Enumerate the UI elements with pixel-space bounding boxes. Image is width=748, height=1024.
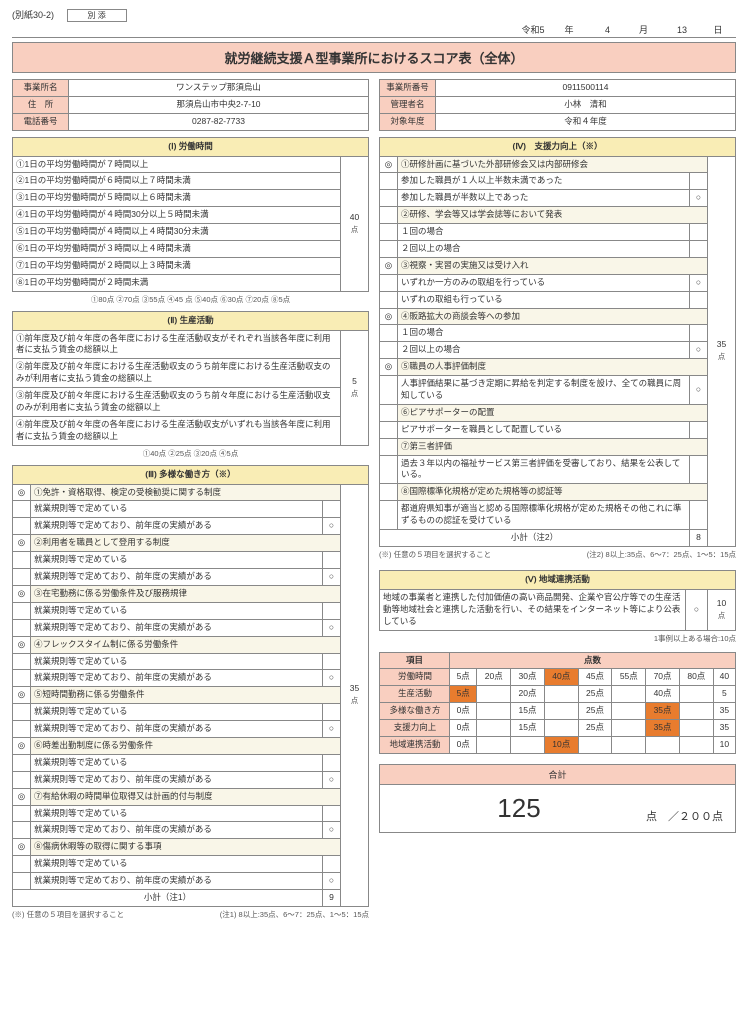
total-box: 合計 125 点 ／２００点 [379,764,736,833]
s4-block-head: ⑥ピアサポーターの配置 [398,404,708,421]
s1-row: ④1日の平均労働時間が４時間30分以上５時間未満 [13,207,341,224]
s2-row: ②前年度及び前々年度における生産活動収支のうち前年度における生産活動収支のみが利… [13,359,341,388]
date-line: 令和5年 4月 13日 [12,23,736,38]
s1-score: 40点 [341,156,369,291]
info-left: 事業所名ワンステップ那須烏山住 所那須烏山市中央2-7-10電話番号0287-8… [12,79,369,131]
section-5: (Ⅴ) 地域連携活動 地域の事業者と連携した付加価値の高い商品開発、企業や官公庁… [379,570,736,631]
grid-row-label: 支援力向上 [380,720,450,737]
section-1: (Ⅰ) 労働時間 ①1日の平均労働時間が７時間以上40点②1日の平均労働時間が６… [12,137,369,292]
s4-block-head: ③視察・実習の実施又は受け入れ [398,257,708,274]
s4-block-head: ④販路拡大の商談会等への参加 [398,308,708,325]
s3-score: 35点 [341,484,369,906]
s2-score: 5点 [341,330,369,445]
info-value: ワンステップ那須烏山 [69,80,369,97]
page-title: 就労継続支援Ａ型事業所におけるスコア表（全体） [12,42,736,73]
form-id: (別紙30-2) [12,10,54,20]
total-value: 125 [392,793,646,824]
info-value: 0911500114 [436,80,736,97]
s4-block-head: ⑤職員の人事評価制度 [398,359,708,376]
s3-group-head: ②利用者を職員として登用する制度 [31,535,341,552]
info-label: 事業所名 [13,80,69,97]
section-3: (Ⅲ) 多様な働き方（※） ◎①免許・資格取得、検定の受検勧奨に関する制度35点… [12,465,369,907]
info-value: 0287-82-7733 [69,113,369,130]
info-label: 対象年度 [380,113,436,130]
s1-key: ①80点 ②70点 ③55点 ④45 点 ⑤40点 ⑥30点 ⑦20点 ⑧5点 [12,294,369,305]
info-value: 令和４年度 [436,113,736,130]
s3-group-head: ⑤短時間勤務に係る労働条件 [31,687,341,704]
info-label: 管理者名 [380,96,436,113]
s3-group-head: ⑦有給休暇の時間単位取得又は計画的付与制度 [31,788,341,805]
stamp: 別 添 [67,9,127,22]
header-row: (別紙30-2) 別 添 [12,8,736,21]
s3-note: (※) 任意の５項目を選択すること (注1) 8以上:35点、6～7：25点、1… [12,909,369,920]
section-4: (Ⅳ) 支援力向上（※） ◎①研修計画に基づいた外部研修会又は内部研修会35点参… [379,137,736,547]
s2-row: ④前年度及び前々年度の各年度における生産活動収支がいずれも当該各年度に利用者に支… [13,416,341,445]
s4-note: (※) 任意の５項目を選択すること (注2) 8以上:35点、6～7：25点、1… [379,549,736,560]
s1-row: ①1日の平均労働時間が７時間以上 [13,156,341,173]
s1-row: ⑧1日の平均労働時間が２時間未満 [13,274,341,291]
info-label: 事業所番号 [380,80,436,97]
s3-subtotal: 9 [323,889,341,906]
s4-block-head: ①研修計画に基づいた外部研修会又は内部研修会 [398,156,708,173]
s1-row: ②1日の平均労働時間が６時間以上７時間未満 [13,173,341,190]
s4-subtotal: 8 [690,530,708,547]
s4-block-head: ②研修、学会等又は学会誌等において発表 [398,207,708,224]
s2-key: ①40点 ②25点 ③20点 ④5点 [12,448,369,459]
s3-group-head: ⑧傷病休暇等の取得に関する事項 [31,839,341,856]
grid-row-label: 労働時間 [380,669,450,686]
score-grid: 項目点数 労働時間5点20点30点40点45点55点70点80点40生産活動5点… [379,652,736,754]
s4-score: 35点 [708,156,736,546]
s4-block-head: ⑧国際標準化規格が定めた規格等の認証等 [398,484,708,501]
grid-row-label: 地域連携活動 [380,736,450,753]
s4-block-head: ⑦第三者評価 [398,438,708,455]
s3-group-head: ⑥時差出勤制度に係る労働条件 [31,737,341,754]
info-value: 那須烏山市中央2-7-10 [69,96,369,113]
s1-row: ⑥1日の平均労働時間が３時間以上４時間未満 [13,241,341,258]
section-2: (Ⅱ) 生産活動 ①前年度及び前々年度の各年度における生産活動収支がそれぞれ当該… [12,311,369,446]
s2-row: ③前年度及び前々年度における生産活動収支のうち前々年度における生産活動収支のみが… [13,388,341,417]
info-value: 小林 清和 [436,96,736,113]
s3-group-head: ③在宅勤務に係る労働条件及び服務規律 [31,585,341,602]
grid-row-label: 生産活動 [380,686,450,703]
s2-row: ①前年度及び前々年度の各年度における生産活動収支がそれぞれ当該各年度に利用者に支… [13,330,341,359]
s1-row: ⑤1日の平均労働時間が４時間以上４時間30分未満 [13,224,341,241]
s3-group-head: ④フレックスタイム制に係る労働条件 [31,636,341,653]
info-right: 事業所番号0911500114管理者名小林 清和対象年度令和４年度 [379,79,736,131]
s1-row: ③1日の平均労働時間が５時間以上６時間未満 [13,190,341,207]
info-label: 電話番号 [13,113,69,130]
grid-row-label: 多様な働き方 [380,703,450,720]
info-label: 住 所 [13,96,69,113]
s1-row: ⑦1日の平均労働時間が２時間以上３時間未満 [13,257,341,274]
s3-group-head: ①免許・資格取得、検定の受検勧奨に関する制度 [31,484,341,501]
s5-key: 1事例以上ある場合:10点 [379,633,736,644]
